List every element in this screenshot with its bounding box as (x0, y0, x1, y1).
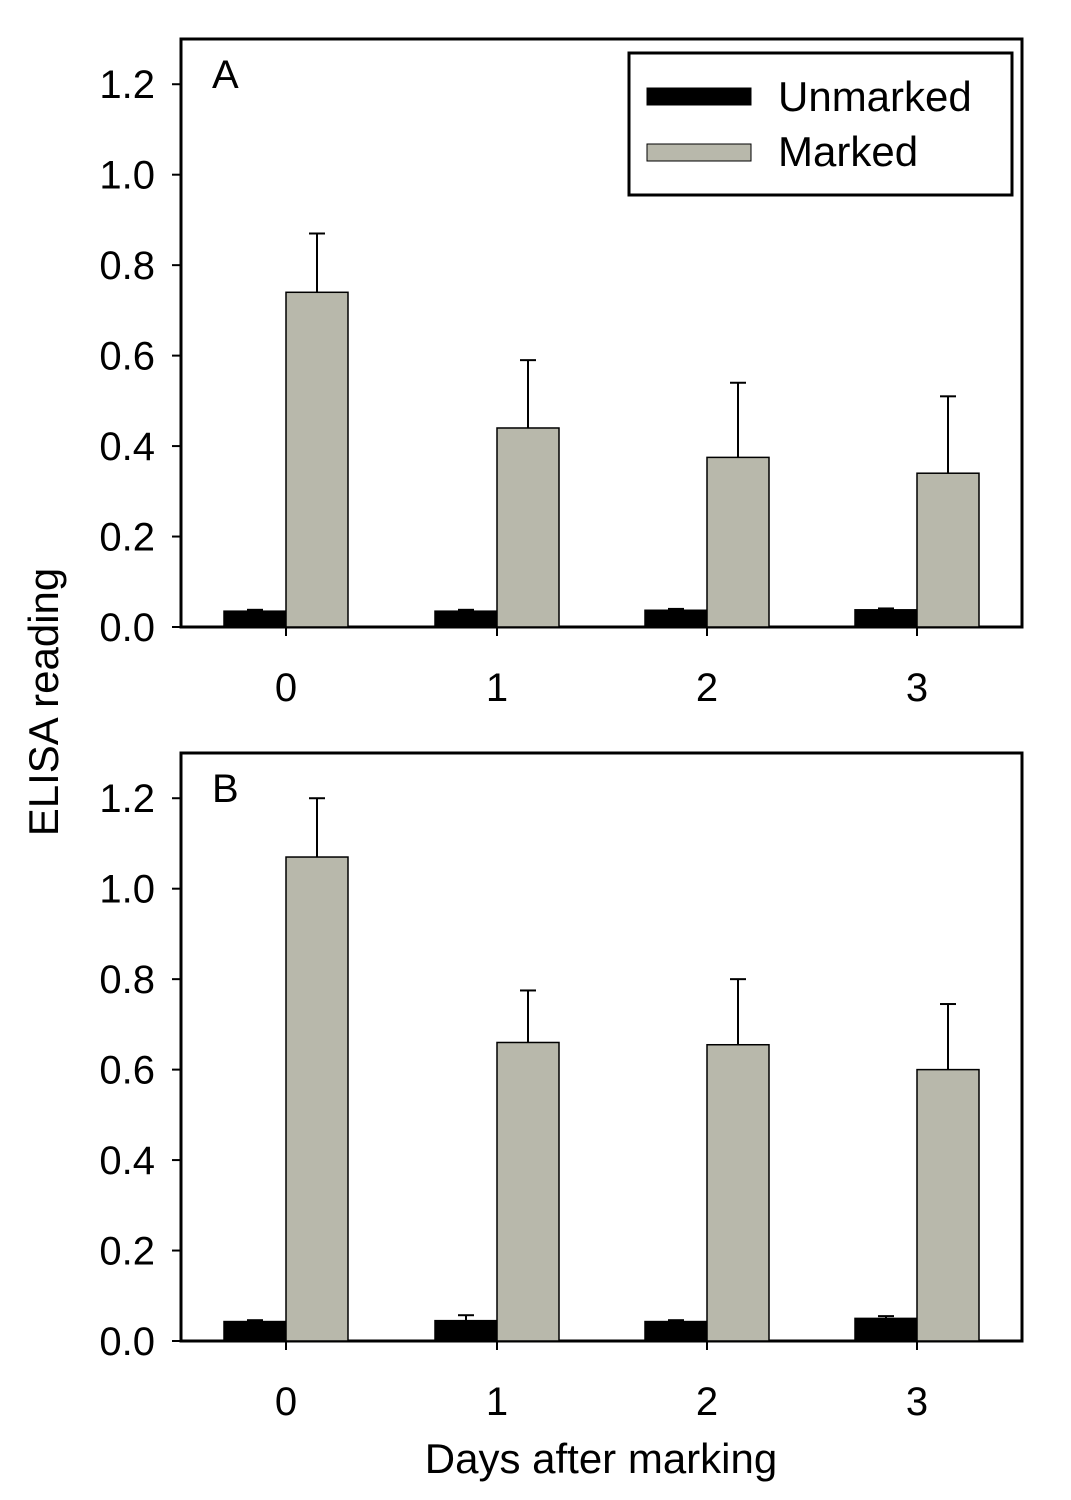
legend-label-marked: Marked (778, 128, 918, 175)
y-axis-title: ELISA reading (20, 568, 67, 837)
legend-box (627, 51, 1014, 197)
panel-b-y-tick-label: 1.2 (99, 777, 155, 821)
panel-b-bar-marked-3 (916, 1068, 980, 1342)
panel-b-x-tick-label: 3 (906, 1380, 928, 1424)
panel-a-y-tick-label: 0.2 (99, 516, 155, 560)
panel-a-bar-marked-1 (496, 427, 560, 628)
panel-a-x-tick-label: 3 (906, 666, 928, 710)
panel-a-y-tick-label: 0.4 (99, 425, 155, 469)
legend-label-unmarked: Unmarked (778, 73, 972, 120)
x-axis-title: Days after marking (425, 1435, 777, 1482)
panel-b-y-tick-label: 0.6 (99, 1049, 155, 1093)
panel-a-bar-marked-2 (706, 456, 770, 628)
panel-b-label: B (212, 767, 239, 811)
panel-a-bar-unmarked-2 (644, 609, 708, 628)
panel-b-y-tick-label: 0.4 (99, 1139, 155, 1183)
panel-a-y-tick-label: 0.8 (99, 244, 155, 288)
panel-b-bar-marked-2 (706, 1043, 770, 1342)
panel-a-bar-unmarked-0 (223, 610, 287, 628)
panel-a: A Unmarked Marked 0.0 0.2 0.4 0.6 0.8 1.0 1.2 0… (99, 37, 1024, 710)
panel-a-y-tick-label: 0.6 (99, 335, 155, 379)
panel-a-x-tick-label: 0 (275, 666, 297, 710)
panel-a-bar-unmarked-1 (434, 610, 498, 628)
panel-b-y-tick-label: 0.0 (99, 1320, 155, 1364)
panel-a-bar-marked-3 (916, 472, 980, 628)
panel-b-x-tick-label: 2 (696, 1380, 718, 1424)
panel-a-y-tick-label: 1.0 (99, 154, 155, 198)
panel-b-y-tick-label: 0.2 (99, 1230, 155, 1274)
panel-b-x-tick-label: 1 (486, 1380, 508, 1424)
panel-b-y-tick-label: 1.0 (99, 868, 155, 912)
panel-a-x-tick-label: 1 (486, 666, 508, 710)
panel-b: B 0.0 0.2 0.4 0.6 0.8 1.0 1.2 0 1 2 3 (99, 751, 1024, 1424)
legend: Unmarked Marked (627, 51, 1014, 197)
panel-b-plot-frame (179, 751, 1024, 1343)
panel-a-bar-marked-0 (285, 291, 349, 628)
panel-b-bar-unmarked-2 (644, 1320, 708, 1342)
panel-b-y-tick-label: 0.8 (99, 958, 155, 1002)
panel-a-y-tick-label: 0.0 (99, 606, 155, 650)
panel-a-x-tick-label: 2 (696, 666, 718, 710)
panel-a-label: A (212, 53, 239, 97)
panel-b-bar-unmarked-3 (854, 1317, 918, 1342)
panel-a-bar-unmarked-3 (854, 609, 918, 628)
panel-a-plot-frame (179, 37, 1024, 629)
panel-b-x-tick-label: 0 (275, 1380, 297, 1424)
panel-b-bar-unmarked-1 (434, 1319, 498, 1342)
panel-a-y-tick-label: 1.2 (99, 63, 155, 107)
legend-swatch-marked (646, 143, 752, 162)
panel-b-bar-marked-0 (285, 856, 349, 1342)
legend-swatch-unmarked (646, 87, 752, 106)
panel-b-bar-unmarked-0 (223, 1320, 287, 1342)
panel-b-bar-marked-1 (496, 1041, 560, 1342)
